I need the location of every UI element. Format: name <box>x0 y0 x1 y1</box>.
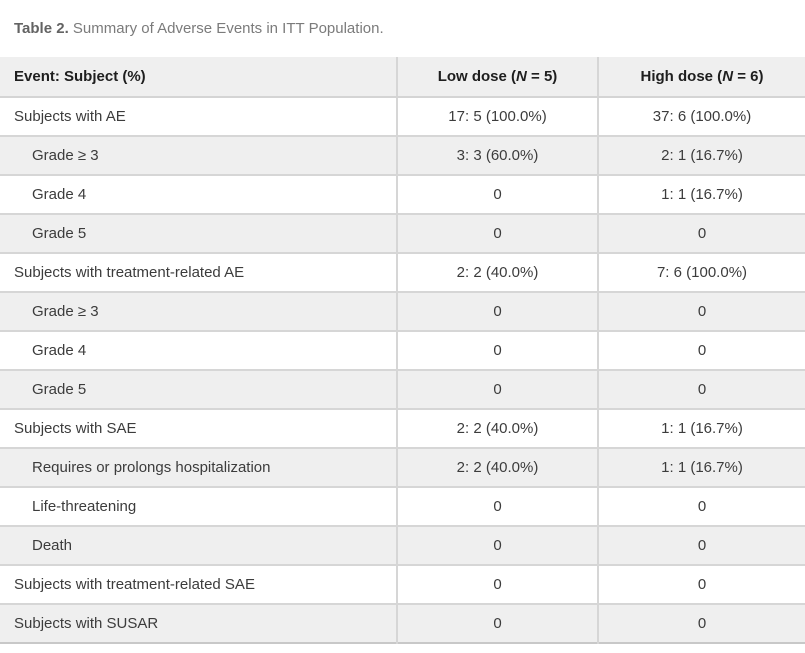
low-dose-cell: 2: 2 (40.0%) <box>396 252 598 292</box>
high-dose-cell: 37: 6 (100.0%) <box>597 96 805 136</box>
event-cell: Life-threatening <box>0 486 397 526</box>
column-header-high-dose: High dose (N = 6) <box>597 57 805 98</box>
high-dose-cell: 1: 1 (16.7%) <box>597 447 805 487</box>
event-cell: Death <box>0 525 397 565</box>
low-dose-cell: 0 <box>396 603 598 643</box>
table-row: Grade ≥ 3 0 0 <box>0 291 805 331</box>
event-cell: Grade 5 <box>0 369 397 409</box>
high-dose-cell: 0 <box>597 291 805 331</box>
header-row: Event: Subject (%) Low dose (N = 5) High… <box>0 57 805 98</box>
table-row: Grade 5 0 0 <box>0 213 805 253</box>
high-dose-cell: 1: 1 (16.7%) <box>597 174 805 214</box>
table-row: Subjects with SUSAR 0 0 <box>0 603 805 643</box>
low-dose-cell: 0 <box>396 486 598 526</box>
event-cell: Grade 4 <box>0 330 397 370</box>
high-dose-cell: 2: 1 (16.7%) <box>597 135 805 175</box>
table-row: Subjects with AE 17: 5 (100.0%) 37: 6 (1… <box>0 96 805 136</box>
low-dose-cell: 2: 2 (40.0%) <box>396 408 598 448</box>
table-caption-text: Summary of Adverse Events in ITT Populat… <box>68 20 384 37</box>
low-dose-cell: 0 <box>396 564 598 604</box>
table-row: Subjects with SAE 2: 2 (40.0%) 1: 1 (16.… <box>0 408 805 448</box>
event-cell: Requires or prolongs hospitalization <box>0 447 397 487</box>
table-row: Life-threatening 0 0 <box>0 486 805 526</box>
low-dose-cell: 17: 5 (100.0%) <box>396 96 598 136</box>
low-dose-cell: 0 <box>396 174 598 214</box>
event-cell: Grade 4 <box>0 174 397 214</box>
table-body: Subjects with AE 17: 5 (100.0%) 37: 6 (1… <box>0 96 805 643</box>
event-cell: Subjects with SAE <box>0 408 397 448</box>
low-dose-cell: 3: 3 (60.0%) <box>396 135 598 175</box>
table-row: Requires or prolongs hospitalization 2: … <box>0 447 805 487</box>
table-row: Grade 4 0 1: 1 (16.7%) <box>0 174 805 214</box>
low-dose-cell: 0 <box>396 291 598 331</box>
table-row: Subjects with treatment-related AE 2: 2 … <box>0 252 805 292</box>
event-cell: Subjects with SUSAR <box>0 603 397 643</box>
table-row: Death 0 0 <box>0 525 805 565</box>
event-cell: Subjects with treatment-related SAE <box>0 564 397 604</box>
event-cell: Grade 5 <box>0 213 397 253</box>
column-header-low-dose: Low dose (N = 5) <box>396 57 598 98</box>
low-dose-cell: 2: 2 (40.0%) <box>396 447 598 487</box>
event-cell: Subjects with treatment-related AE <box>0 252 397 292</box>
table-row: Grade 4 0 0 <box>0 330 805 370</box>
table-row: Subjects with treatment-related SAE 0 0 <box>0 564 805 604</box>
table-row: Grade 5 0 0 <box>0 369 805 409</box>
event-cell: Grade ≥ 3 <box>0 135 397 175</box>
high-dose-cell: 7: 6 (100.0%) <box>597 252 805 292</box>
high-dose-cell: 0 <box>597 330 805 370</box>
table-caption: Table 2. Summary of Adverse Events in IT… <box>0 0 805 57</box>
column-header-event: Event: Subject (%) <box>0 57 397 98</box>
table-header: Event: Subject (%) Low dose (N = 5) High… <box>0 57 805 98</box>
high-dose-cell: 0 <box>597 525 805 565</box>
high-dose-cell: 0 <box>597 564 805 604</box>
low-dose-cell: 0 <box>396 525 598 565</box>
low-dose-cell: 0 <box>396 369 598 409</box>
table-caption-label: Table 2. <box>14 20 69 37</box>
event-cell: Subjects with AE <box>0 96 397 136</box>
high-dose-cell: 0 <box>597 369 805 409</box>
high-dose-cell: 0 <box>597 603 805 643</box>
high-dose-cell: 1: 1 (16.7%) <box>597 408 805 448</box>
low-dose-cell: 0 <box>396 213 598 253</box>
high-dose-cell: 0 <box>597 486 805 526</box>
high-dose-cell: 0 <box>597 213 805 253</box>
table-row: Grade ≥ 3 3: 3 (60.0%) 2: 1 (16.7%) <box>0 135 805 175</box>
adverse-events-table: Event: Subject (%) Low dose (N = 5) High… <box>0 57 805 644</box>
low-dose-cell: 0 <box>396 330 598 370</box>
event-cell: Grade ≥ 3 <box>0 291 397 331</box>
